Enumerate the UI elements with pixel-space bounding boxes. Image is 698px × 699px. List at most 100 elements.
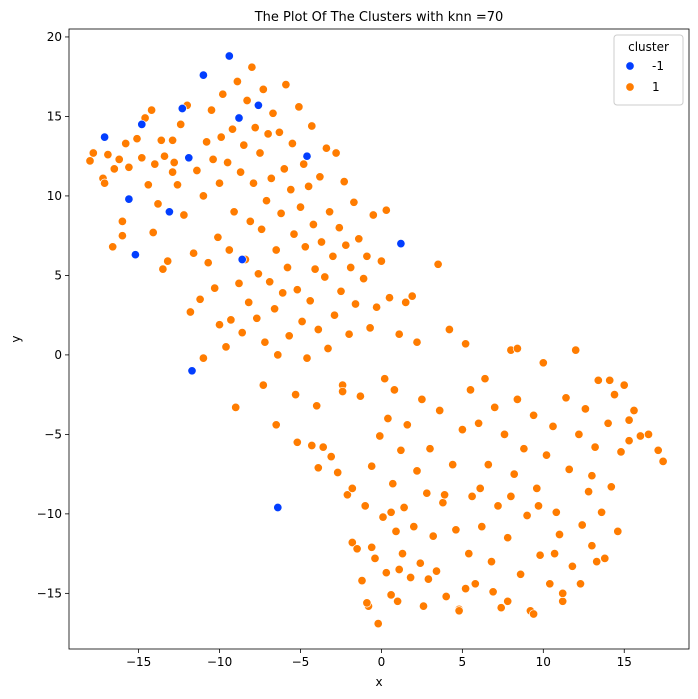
data-point [474, 418, 484, 428]
data-point [315, 172, 325, 182]
y-tick-label: −15 [37, 586, 62, 600]
data-point [587, 541, 597, 551]
data-point [331, 148, 341, 158]
data-point [373, 619, 383, 629]
data-point [488, 587, 498, 597]
data-point [124, 194, 134, 204]
data-point [592, 557, 602, 567]
y-tick-label: 10 [47, 189, 62, 203]
data-point [399, 502, 409, 513]
data-point [265, 277, 275, 287]
data-point [255, 148, 265, 158]
data-point [214, 320, 225, 330]
data-point [433, 259, 443, 269]
data-point [519, 444, 529, 454]
data-point [192, 165, 202, 176]
data-point [350, 299, 361, 309]
data-point [148, 227, 158, 238]
data-point [300, 242, 310, 252]
data-point [516, 569, 526, 579]
data-point [333, 467, 343, 478]
legend-label: -1 [652, 59, 664, 73]
data-point [438, 498, 448, 508]
data-point [169, 157, 179, 168]
data-point [163, 256, 173, 266]
data-point [584, 487, 594, 497]
data-point [483, 460, 493, 470]
data-point [239, 140, 249, 150]
data-point [206, 105, 217, 115]
x-tick-label: 10 [536, 655, 551, 669]
data-point [237, 254, 247, 265]
data-point [574, 429, 584, 439]
legend-marker [625, 61, 635, 71]
data-point [571, 345, 581, 355]
data-point [245, 216, 255, 226]
data-point [176, 119, 186, 129]
data-point [271, 245, 281, 255]
data-point [247, 62, 257, 72]
x-axis: −15 −10 −5 0 5 10 15 [126, 649, 632, 669]
data-point [336, 286, 346, 296]
data-point [545, 579, 555, 589]
data-point [117, 216, 127, 226]
data-point [278, 288, 288, 298]
data-point [234, 278, 244, 288]
data-point [386, 590, 396, 600]
y-tick-label: −10 [37, 507, 62, 521]
plot-area [68, 28, 690, 650]
data-point [629, 405, 639, 416]
data-point [273, 502, 283, 513]
data-point [367, 542, 377, 552]
data-point [554, 529, 565, 540]
data-point [423, 574, 433, 584]
data-point [266, 173, 276, 183]
chart-title: The Plot Of The Clusters with knn =70 [254, 10, 504, 25]
data-point [216, 132, 226, 142]
data-point [320, 272, 330, 282]
data-point [475, 483, 485, 493]
data-point [261, 196, 272, 206]
data-point [609, 390, 620, 400]
data-point [177, 103, 187, 114]
data-point [370, 553, 380, 563]
data-point [271, 420, 281, 430]
data-point [616, 447, 626, 457]
data-point [224, 245, 234, 255]
data-point [393, 596, 403, 606]
data-point [359, 274, 369, 284]
data-point [109, 164, 119, 174]
y-tick-label: 0 [54, 348, 62, 362]
data-point [189, 248, 199, 258]
data-point [551, 507, 561, 517]
data-point [503, 533, 513, 543]
data-point [529, 410, 539, 420]
data-point [503, 596, 513, 606]
data-point [143, 180, 153, 190]
data-point [268, 108, 278, 118]
data-point [307, 440, 317, 451]
data-point [496, 603, 506, 613]
x-axis-label: x [375, 675, 382, 689]
data-point [477, 522, 487, 532]
data-point [223, 157, 233, 168]
data-point [279, 164, 289, 174]
data-point [603, 418, 613, 428]
data-point [305, 296, 315, 306]
data-point [417, 394, 427, 404]
data-point [643, 429, 654, 439]
data-point [422, 488, 432, 498]
data-point [302, 151, 312, 161]
y-tick-label: −5 [44, 427, 62, 441]
data-point [558, 588, 568, 598]
data-point [158, 264, 168, 274]
data-point [457, 425, 467, 435]
data-point [548, 421, 558, 431]
data-point [103, 150, 113, 160]
x-tick-label: −15 [126, 655, 151, 669]
data-point [124, 162, 134, 172]
data-point [258, 84, 268, 94]
x-tick-label: 15 [617, 655, 632, 669]
data-point [490, 402, 500, 412]
